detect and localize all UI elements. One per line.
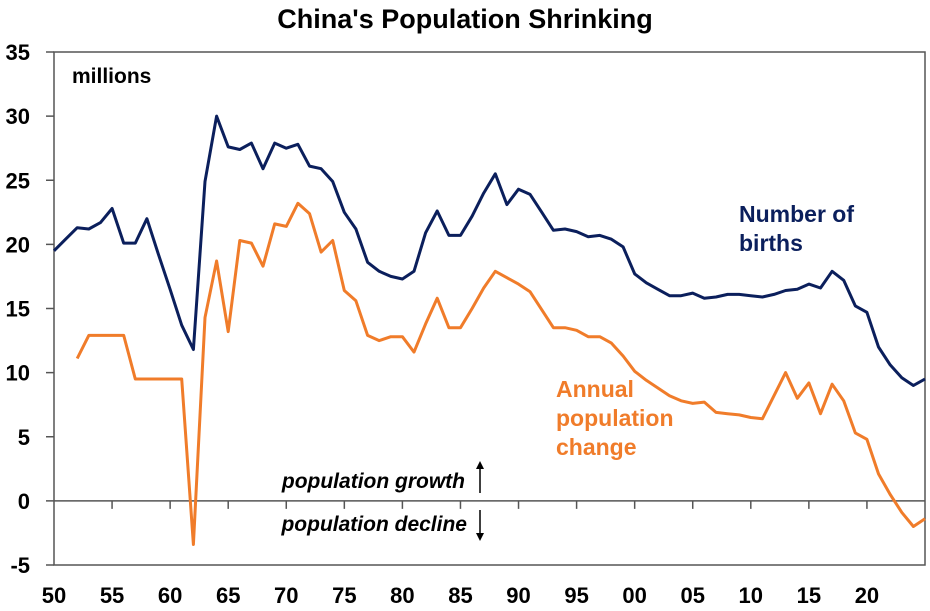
unit-label: millions [72,65,151,88]
y-axis-ticks: -5 0 5 10 15 20 25 30 35 [6,40,54,578]
label-line: change [556,434,637,460]
x-tick-label: 10 [739,583,763,608]
x-tick-label: 60 [158,583,182,608]
y-tick-label: -5 [10,553,30,578]
up-arrow-icon [476,461,484,493]
down-arrow-icon [476,510,484,541]
y-tick-label: 15 [6,297,30,322]
x-tick-label: 80 [390,583,414,608]
series-lines [52,114,926,546]
x-tick-label: 85 [448,583,472,608]
y-tick-label: 30 [6,104,30,129]
y-tick-label: 5 [18,425,30,450]
y-tick-label: 0 [18,489,30,514]
x-tick-label: 55 [100,583,124,608]
x-tick-label: 75 [332,583,356,608]
y-tick-label: 10 [6,361,30,386]
axes [53,51,926,566]
label-line: Number of [739,201,854,227]
label-line: population [556,405,674,431]
x-tick-label: 95 [564,583,588,608]
x-tick-label: 15 [797,583,821,608]
label-line: Annual [556,376,634,402]
x-tick-label: 70 [274,583,298,608]
zero-line-annotations: population growth population decline [280,461,484,541]
x-tick-label: 05 [680,583,704,608]
y-tick-label: 35 [6,40,30,65]
x-tick-label: 65 [216,583,240,608]
y-tick-label: 20 [6,232,30,257]
x-axis-ticks: 50 55 60 65 70 75 80 85 90 95 00 05 10 15 20 [42,500,879,608]
births-line [52,114,926,387]
x-tick-label: 20 [855,583,879,608]
births-label: Number of births [739,201,854,256]
label-line: births [739,230,803,256]
decline-annotation: population decline [280,513,467,536]
x-tick-label: 90 [506,583,530,608]
population-change-line [75,201,926,546]
x-tick-label: 00 [622,583,646,608]
chart-title: China's Population Shrinking [277,4,652,34]
x-tick-label: 50 [42,583,66,608]
plot-frame [53,51,926,566]
population-change-label: Annual population change [556,376,674,460]
y-tick-label: 25 [6,168,30,193]
growth-annotation: population growth [281,470,465,493]
series-labels: Number of births Annual population change [556,201,854,460]
